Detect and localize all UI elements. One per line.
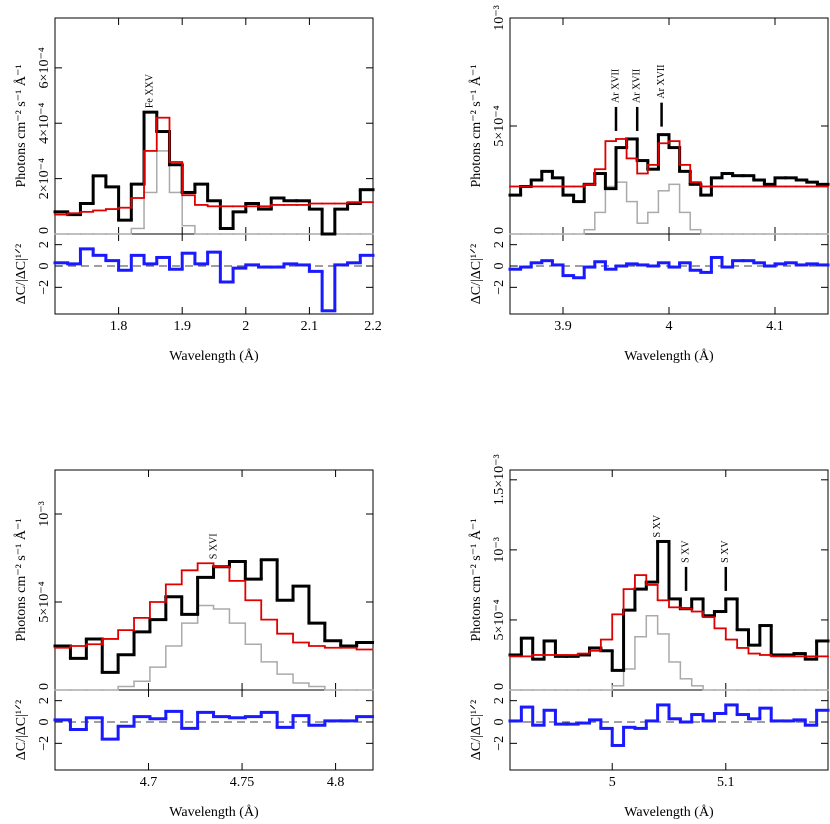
y-tick-label: 0: [492, 227, 507, 234]
residual-tick-label: 0: [492, 263, 507, 270]
line-label: S XV: [652, 514, 663, 537]
x-tick-label: 5: [609, 775, 616, 790]
residual-axis-label: ΔC/|ΔC|¹ᐟ²: [14, 700, 29, 761]
y-tick-label: 5×10⁻⁴: [492, 599, 507, 640]
y-tick-label: 10⁻³: [37, 501, 52, 527]
residual-step-riser: [519, 257, 819, 278]
x-tick-label: 1.9: [173, 319, 191, 334]
x-axis-label: Wavelength (Å): [169, 348, 259, 364]
line-label: Ar XVII: [656, 64, 667, 98]
y-tick-label: 2×10⁻⁴: [37, 158, 52, 199]
y-tick-label: 10⁻³: [492, 537, 507, 563]
x-axis-label: Wavelength (Å): [624, 348, 714, 364]
residual-tick-label: −2: [37, 736, 52, 751]
residual-step-riser: [68, 711, 359, 740]
residual-tick-label: 0: [37, 719, 52, 726]
spectrum-step-riser: [69, 563, 358, 650]
residual-tick-label: 0: [492, 719, 507, 726]
residual-tick-label: −2: [492, 736, 507, 751]
line-label: Ar XVII: [610, 69, 621, 103]
residual-frame: [54, 233, 374, 315]
spectrum-step-riser: [583, 138, 702, 187]
x-axis-label: Wavelength (Å): [169, 804, 259, 820]
residual-frame: [509, 233, 829, 315]
x-tick-label: 2.2: [364, 319, 382, 334]
residual-step-riser: [519, 704, 819, 746]
residual-axis-label: ΔC/|ΔC|¹ᐟ²: [14, 244, 29, 305]
y-tick-label: 6×10⁻⁴: [37, 47, 52, 88]
residual-tick-label: 2: [37, 697, 52, 704]
y-tick-label: 0: [37, 227, 52, 234]
residual-tick-label: 2: [492, 241, 507, 248]
line-label: Fe XXV: [145, 73, 156, 108]
residual-step-riser: [66, 248, 362, 311]
residual-axis-label: ΔC/|ΔC|¹ᐟ²: [469, 244, 484, 305]
x-tick-label: 5.1: [717, 775, 735, 790]
y-axis-label: Photons cm⁻² s⁻¹ Å⁻¹: [468, 64, 484, 187]
x-tick-label: 2.1: [301, 319, 319, 334]
y-tick-label: 1.5×10⁻³: [492, 454, 507, 505]
residual-tick-label: 0: [37, 263, 52, 270]
spectrum-step-riser: [68, 559, 359, 673]
residual-frame: [509, 689, 829, 771]
y-tick-label: 4×10⁻⁴: [37, 103, 52, 144]
line-label: S XV: [680, 540, 691, 563]
spectrum-step-riser: [611, 615, 704, 690]
spectrum-step-riser: [66, 112, 362, 234]
line-label: S XV: [720, 540, 731, 563]
residual-frame: [54, 689, 374, 771]
y-tick-label: 0: [492, 683, 507, 690]
y-tick-label: 5×10⁻⁴: [492, 105, 507, 146]
spectrum-step-riser: [519, 134, 819, 202]
spectrum-step-riser: [583, 182, 702, 234]
x-tick-label: 3.9: [554, 319, 572, 334]
x-tick-label: 1.8: [110, 319, 128, 334]
residual-tick-label: 2: [37, 241, 52, 248]
y-tick-label: 0: [37, 683, 52, 690]
spectrum-step-riser: [117, 605, 326, 690]
spectrum-step-riser: [130, 150, 196, 234]
y-axis-label: Photons cm⁻² s⁻¹ Å⁻¹: [13, 518, 29, 641]
x-tick-label: 4.8: [327, 775, 345, 790]
x-tick-label: 4.7: [140, 775, 158, 790]
y-axis-label: Photons cm⁻² s⁻¹ Å⁻¹: [468, 518, 484, 641]
line-label: Ar XVII: [631, 69, 642, 103]
x-axis-label: Wavelength (Å): [624, 804, 714, 820]
x-tick-label: 4.75: [230, 775, 255, 790]
residual-tick-label: −2: [37, 280, 52, 295]
x-tick-label: 4: [666, 319, 673, 334]
x-tick-label: 2: [242, 319, 249, 334]
residual-tick-label: 2: [492, 697, 507, 704]
y-tick-label: 10⁻³: [492, 5, 507, 31]
residual-tick-label: −2: [492, 280, 507, 295]
x-tick-label: 4.1: [766, 319, 784, 334]
y-axis-label: Photons cm⁻² s⁻¹ Å⁻¹: [13, 64, 29, 187]
plot-frame: [509, 17, 829, 235]
line-label: S XVI: [208, 533, 219, 559]
residual-axis-label: ΔC/|ΔC|¹ᐟ²: [469, 700, 484, 761]
y-tick-label: 5×10⁻⁴: [37, 581, 52, 622]
